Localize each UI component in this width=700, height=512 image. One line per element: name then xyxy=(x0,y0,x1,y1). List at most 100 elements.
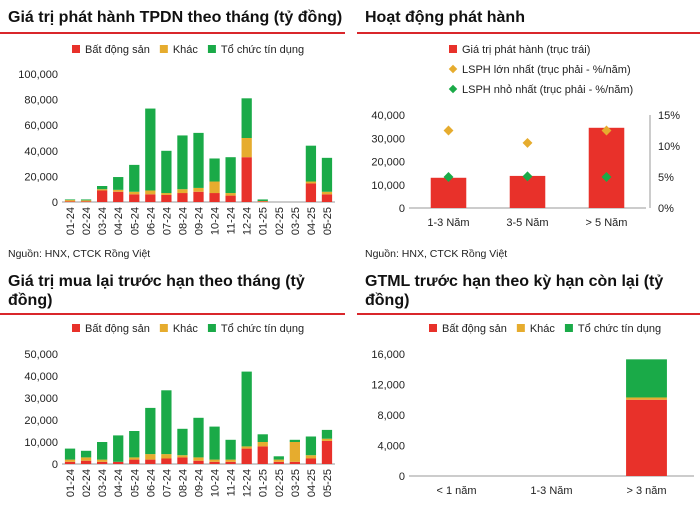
bar-04-24-s2 xyxy=(113,177,124,190)
chart-buyback-by-tenor: 0 4,000 8,000 12,000 16,000 < 1 năm 1-3 Năm > 3… xyxy=(371,323,694,497)
legend-swatch-0 xyxy=(449,45,457,53)
bar-02-25-s2 xyxy=(273,456,284,460)
y-tick-label: 12,000 xyxy=(371,380,405,392)
bar-04-25-s1 xyxy=(305,455,317,459)
bar-10-24-s0 xyxy=(209,193,220,202)
y2-tick-label: 10% xyxy=(658,141,680,153)
bar-02-24-s0 xyxy=(80,201,92,202)
y-tick-label: 0 xyxy=(52,197,58,209)
diamond-1-3 Năm-s2 xyxy=(443,172,454,182)
panel-buyback-by-tenor: GTML trước hạn theo kỳ hạn còn lại (tỷ đ… xyxy=(357,268,700,512)
legend-swatch-2 xyxy=(207,324,216,332)
x-tick-label: 02-25 xyxy=(274,469,286,497)
bar-02-24-s2 xyxy=(80,199,92,201)
bar-05-24-s1 xyxy=(129,191,140,195)
bar-03-24-s2 xyxy=(97,186,108,190)
x-tick-label: 10-24 xyxy=(210,207,222,235)
legend-swatch-1 xyxy=(159,324,168,332)
bar-03-25-s1 xyxy=(289,442,300,462)
bar-05-25-s1 xyxy=(321,438,333,441)
y-tick-label: 0 xyxy=(399,203,405,215)
bar-08-24-s2 xyxy=(177,428,188,456)
y-tick-label: 60,000 xyxy=(24,120,58,132)
legend-label-0: Bất động sản xyxy=(85,323,150,335)
panel-title: GTML trước hạn theo kỳ hạn còn lại (tỷ đ… xyxy=(365,273,664,309)
bar-05-25-s0 xyxy=(321,194,333,202)
bar-04-25-s1 xyxy=(305,181,317,184)
panel-issuance-activity: Hoạt động phát hành Giá trị phát hành (t… xyxy=(357,0,700,270)
bar-02-24-s0 xyxy=(80,460,92,464)
legend-swatch-1 xyxy=(516,324,525,332)
bar-09-24-s0 xyxy=(193,191,204,202)
x-tick-label: 01-25 xyxy=(258,207,270,235)
bar-12-24-s1 xyxy=(241,138,252,158)
bar-12-24-s2 xyxy=(241,98,252,138)
bar-04-24-s0 xyxy=(113,461,124,464)
x-tick-label: > 5 Năm xyxy=(586,217,628,229)
bar-01-24-s2 xyxy=(64,199,76,201)
panel-title: Hoạt động phát hành xyxy=(365,9,525,26)
bar-03-24-s0 xyxy=(97,190,108,202)
bar-04-25-s0 xyxy=(305,183,317,202)
bar-09-24-s1 xyxy=(193,187,204,192)
chart-issuance-activity: Giá trị phát hành (trục trái) LSPH lớn nh… xyxy=(371,44,680,229)
bar-12-24-s0 xyxy=(241,157,252,202)
bar-07-24-s2 xyxy=(161,390,172,455)
legend-label-1: Khác xyxy=(173,323,199,335)
y-tick-label: 20,000 xyxy=(24,415,58,427)
bar-10-24-s0 xyxy=(209,461,220,464)
y-tick-label: 10,000 xyxy=(371,180,405,192)
bar-04-24-s2 xyxy=(113,435,124,462)
x-tick-label: 06-24 xyxy=(145,207,157,235)
legend-label-2: Tổ chức tín dụng xyxy=(221,323,304,335)
legend-label-0: Giá trị phát hành (trục trái) xyxy=(462,44,590,56)
x-tick-label: 04-24 xyxy=(113,207,125,235)
bar-11-24-s0 xyxy=(225,461,236,464)
y-tick-label: 50,000 xyxy=(24,349,58,361)
bar-07-24-s1 xyxy=(161,193,172,195)
x-tick-label: 03-24 xyxy=(97,207,109,235)
bar-06-24-s1 xyxy=(145,454,156,460)
x-tick-label: 12-24 xyxy=(242,207,254,235)
x-tick-label: 04-25 xyxy=(306,469,318,497)
panel-title: Giá trị mua lại trước hạn theo tháng (tỷ… xyxy=(8,273,305,309)
legend-swatch-1 xyxy=(159,45,168,53)
bar-08-24-s1 xyxy=(177,455,188,458)
bar-03-24-s2 xyxy=(97,442,108,460)
legend-swatch-2 xyxy=(207,45,216,53)
legend-label-2: LSPH nhỏ nhất (trục phải - %/năm) xyxy=(462,84,633,96)
x-tick-label: 08-24 xyxy=(177,469,189,497)
bar-05-24-s0 xyxy=(129,459,140,464)
bar-03-25-s2 xyxy=(289,439,300,442)
y2-tick-label: 5% xyxy=(658,172,674,184)
bar-01-25-s2 xyxy=(257,434,268,442)
chart-buyback-monthly: 0 10,000 20,000 30,000 40,000 50,000 01-24 02-2… xyxy=(24,323,335,497)
legend-label-2: Tổ chức tín dụng xyxy=(578,323,661,335)
y-tick-label: 40,000 xyxy=(24,371,58,383)
chart-issuance-monthly: 0 20,000 40,000 60,000 80,000 100,000 01-24 02-… xyxy=(18,44,335,235)
bar-05-25-s2 xyxy=(321,429,333,439)
bar-12-24-s0 xyxy=(241,448,252,464)
diamond-3-5 Năm-s1 xyxy=(522,137,533,148)
bar-05-25-s0 xyxy=(321,440,333,464)
bar-10-24-s2 xyxy=(209,426,220,460)
bar-03-25-s0 xyxy=(289,461,300,464)
bar-07-24-s1 xyxy=(161,454,172,459)
x-tick-label: 1-3 Năm xyxy=(427,217,469,229)
bar-01-25-s0 xyxy=(257,446,268,464)
bar-05-24-s1 xyxy=(129,457,140,460)
bar-03-24-s0 xyxy=(97,461,108,464)
bar-09-24-s0 xyxy=(193,460,204,464)
x-tick-label: 11-24 xyxy=(226,469,238,496)
title-divider xyxy=(0,313,345,315)
x-tick-label: 09-24 xyxy=(194,207,206,235)
bar-02-24-s1 xyxy=(80,200,92,202)
y-tick-label: 40,000 xyxy=(24,146,58,158)
y-tick-label: 40,000 xyxy=(371,110,405,122)
bar-01-25-s1 xyxy=(257,442,268,447)
panel-buyback-monthly: Giá trị mua lại trước hạn theo tháng (tỷ… xyxy=(0,268,345,512)
bar-07-24-s0 xyxy=(161,194,172,202)
legend-swatch-2 xyxy=(448,84,458,94)
x-tick-label: 1-3 Năm xyxy=(530,485,572,497)
y-tick-label: 30,000 xyxy=(24,393,58,405)
